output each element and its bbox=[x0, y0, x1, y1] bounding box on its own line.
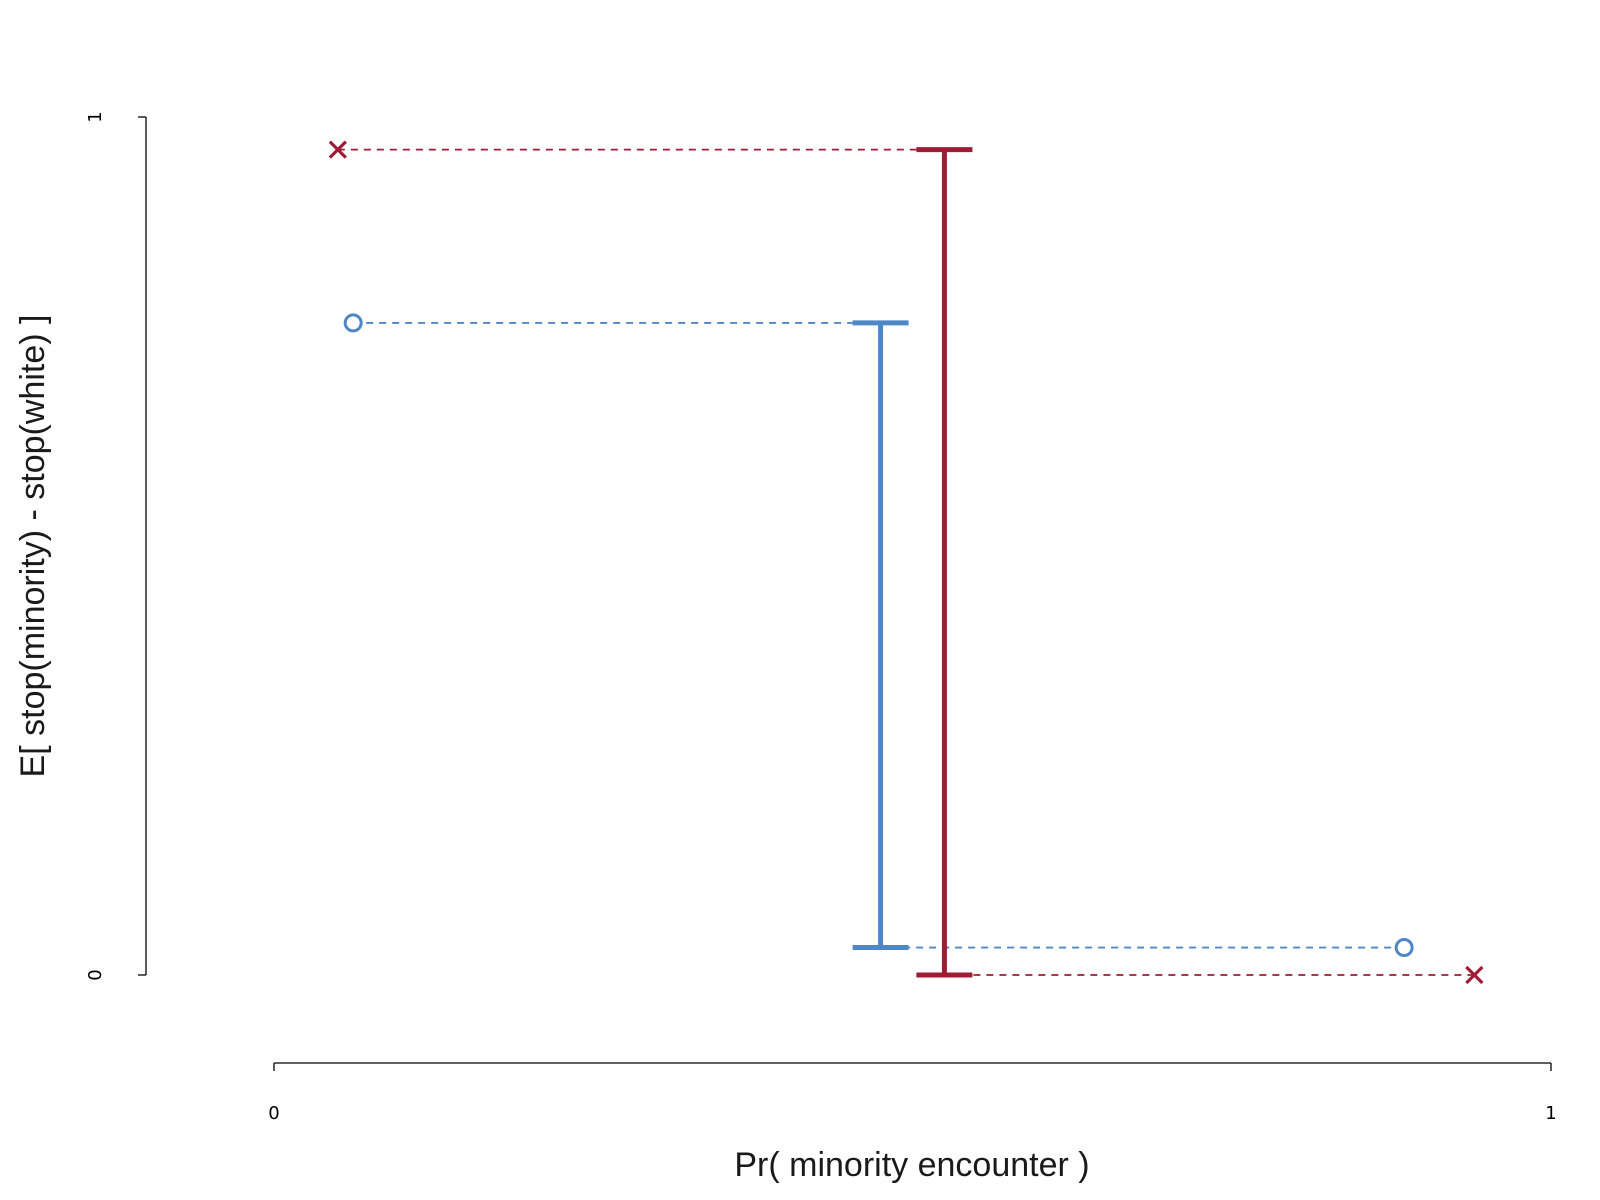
chart-marks bbox=[328, 140, 1484, 985]
x-tick-label-right: 1 bbox=[1545, 1103, 1556, 1124]
x-tick-label-left: 0 bbox=[268, 1103, 279, 1124]
series-0-point-1 bbox=[1394, 938, 1414, 958]
series-0-point-0 bbox=[343, 313, 363, 333]
y-tick-label-top: 1 bbox=[85, 111, 106, 122]
y-axis: 0 1 E[ stop(minority) - stop(white) ] bbox=[14, 111, 147, 981]
y-tick-label-bottom: 0 bbox=[85, 969, 106, 980]
series-1-point-0 bbox=[328, 140, 347, 159]
x-axis-title: Pr( minority encounter ) bbox=[734, 1146, 1089, 1184]
y-axis-title: E[ stop(minority) - stop(white) ] bbox=[14, 315, 52, 778]
series-1-point-1 bbox=[1465, 965, 1484, 985]
x-axis: 0 1 Pr( minority encounter ) bbox=[268, 1062, 1557, 1184]
